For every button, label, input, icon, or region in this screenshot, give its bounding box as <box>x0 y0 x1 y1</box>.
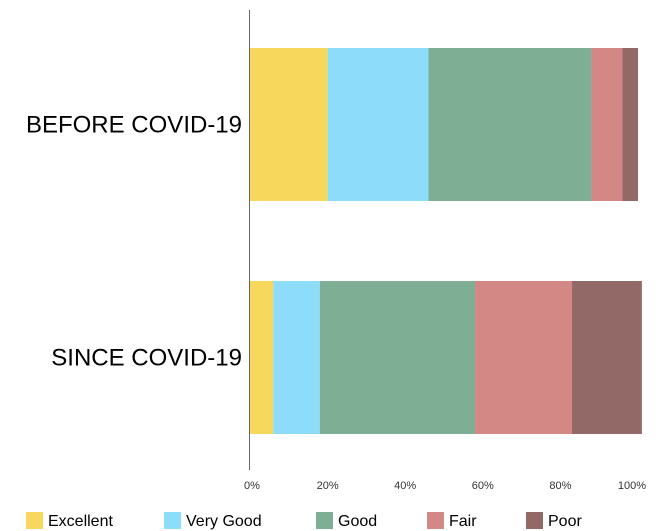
x-tick-label: 80% <box>549 480 571 492</box>
x-tick-label: 20% <box>317 480 339 492</box>
legend-swatch <box>26 512 43 529</box>
legend-swatch <box>427 512 444 529</box>
legend-label: Excellent <box>48 513 113 530</box>
legend-item-very-good: Very Good <box>164 512 262 530</box>
legend: Excellent Very Good Good Fair Poor <box>26 512 582 530</box>
x-tick-label: 0% <box>244 480 260 492</box>
bar-before-covid-19-very-good <box>327 48 429 201</box>
legend-swatch <box>316 512 333 529</box>
bar-since-covid-19-excellent <box>250 281 274 434</box>
legend-item-poor: Poor <box>526 512 582 530</box>
x-tick-labels-group: 0% 20% 40% 60% 80% 100% <box>244 480 646 492</box>
bar-since-covid-19-poor <box>572 281 642 434</box>
legend-label: Poor <box>548 513 582 530</box>
legend-label: Very Good <box>186 513 262 530</box>
legend-item-good: Good <box>316 512 377 530</box>
bar-before-covid-19-poor <box>622 48 638 201</box>
legend-label: Fair <box>449 513 477 530</box>
legend-label: Good <box>338 513 377 530</box>
x-tick-label: 60% <box>472 480 494 492</box>
bar-before-covid-19-good <box>428 48 592 201</box>
bar-before-covid-19-fair <box>591 48 623 201</box>
category-label: BEFORE COVID-19 <box>26 112 242 139</box>
bar-since-covid-19-fair <box>475 281 573 434</box>
bar-before-covid-19-excellent <box>250 48 328 201</box>
category-labels-group: BEFORE COVID-19 SINCE COVID-19 <box>26 112 242 372</box>
legend-item-excellent: Excellent <box>26 512 113 530</box>
x-tick-label: 40% <box>394 480 416 492</box>
x-tick-label: 100% <box>618 480 646 492</box>
legend-item-fair: Fair <box>427 512 477 530</box>
legend-swatch <box>526 512 543 529</box>
bar-since-covid-19-good <box>319 281 476 434</box>
bar-since-covid-19-very-good <box>273 281 320 434</box>
legend-swatch <box>164 512 181 529</box>
category-label: SINCE COVID-19 <box>51 345 242 372</box>
bars-group <box>250 48 642 434</box>
